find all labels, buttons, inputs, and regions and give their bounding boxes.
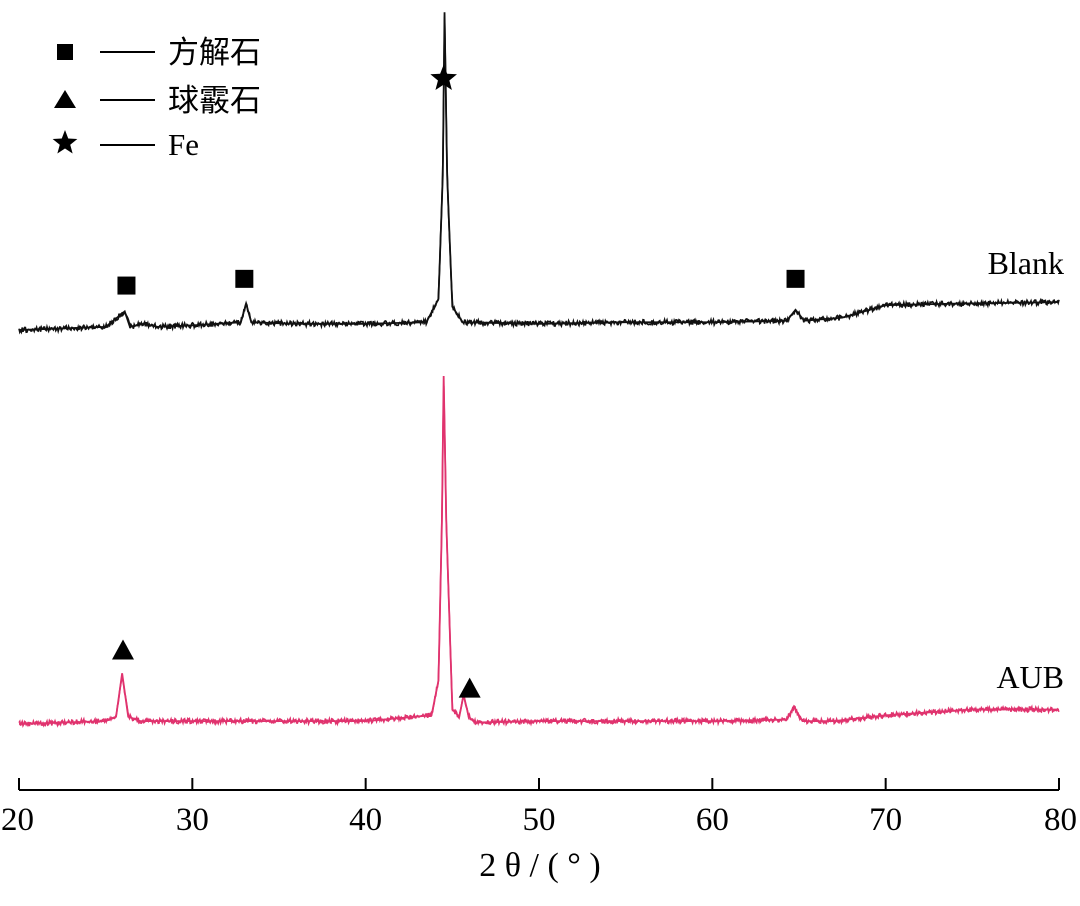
x-tick-label: 20 xyxy=(1,802,34,838)
legend-item-calcite: 方解石 xyxy=(57,35,261,70)
legend-item-fe: Fe xyxy=(52,127,199,162)
legend-item-vaterite: 球霰石 xyxy=(54,83,261,118)
x-axis: 20 30 40 50 60 70 80 xyxy=(1,778,1077,838)
series-line-blank xyxy=(18,16,1060,335)
legend-square-marker xyxy=(57,44,73,60)
x-tick-label: 80 xyxy=(1044,802,1077,838)
vaterite-peak-marker xyxy=(112,639,134,660)
legend-label-calcite: 方解石 xyxy=(168,35,261,70)
series-line-aub xyxy=(18,385,1060,728)
series-label-blank: Blank xyxy=(988,245,1064,281)
legend-label-fe: Fe xyxy=(168,127,199,162)
series-peaks-aub xyxy=(18,375,1059,725)
legend: 方解石 球霰石 Fe xyxy=(52,35,261,162)
calcite-peak-marker xyxy=(117,276,136,295)
x-tick-label: 40 xyxy=(349,802,382,838)
calcite-peak-marker xyxy=(235,269,254,288)
series-layer xyxy=(18,12,1060,728)
x-axis-label: 2 θ / ( ° ) xyxy=(479,847,600,884)
series-label-aub: AUB xyxy=(996,659,1064,695)
vaterite-peak-marker xyxy=(458,677,481,698)
fe-peak-marker xyxy=(430,64,457,90)
x-tick-label: 70 xyxy=(869,802,902,838)
x-tick-label: 30 xyxy=(176,802,209,838)
legend-label-vaterite: 球霰石 xyxy=(168,83,261,118)
series-peaks-blank xyxy=(18,12,1060,331)
x-tick-label: 60 xyxy=(696,802,729,838)
legend-star-marker xyxy=(52,130,78,154)
x-tick-label: 50 xyxy=(523,802,556,838)
calcite-peak-marker xyxy=(786,269,805,288)
legend-triangle-marker xyxy=(54,90,76,108)
peak-markers xyxy=(112,64,805,698)
